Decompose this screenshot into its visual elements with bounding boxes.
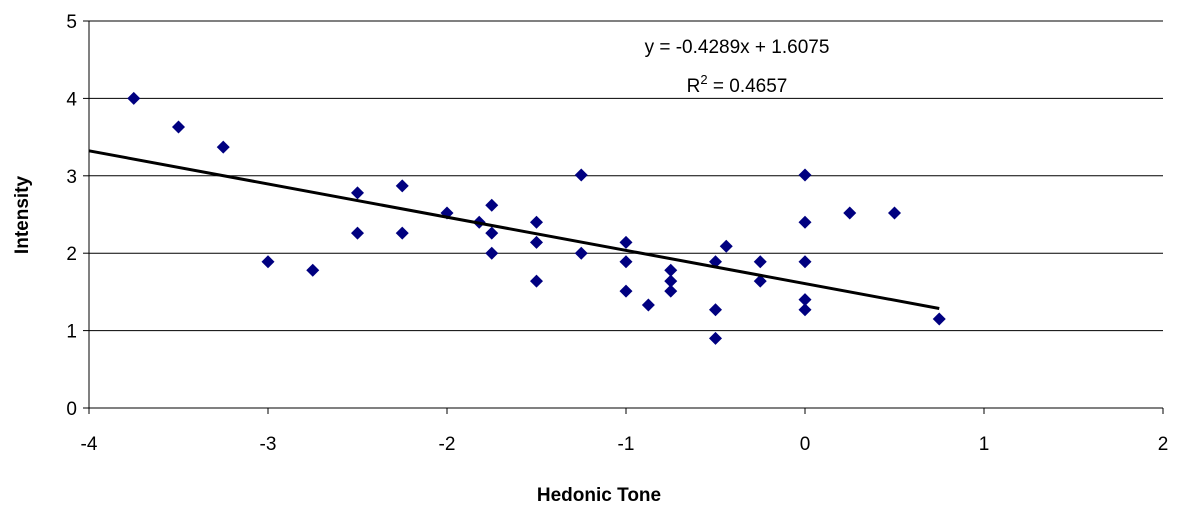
point (351, 226, 364, 240)
x-tick-label: -1 (618, 434, 635, 455)
y-tick-label: 3 (66, 167, 77, 188)
point (395, 179, 409, 193)
trendline (88, 149, 940, 310)
point (485, 198, 499, 212)
point (216, 140, 230, 154)
point (664, 274, 678, 288)
point (619, 255, 633, 269)
point (753, 274, 767, 288)
y-tick-label: 1 (66, 322, 77, 343)
point (619, 235, 633, 249)
y-tick-label: 5 (66, 12, 77, 33)
point (395, 226, 409, 240)
point (843, 206, 857, 220)
y-axis-label: Intensity (12, 176, 33, 255)
point (530, 215, 543, 229)
x-axis-label: Hedonic Tone (537, 485, 661, 506)
point (798, 293, 812, 307)
x-tick-label: 1 (979, 434, 990, 455)
point (485, 226, 499, 240)
x-tick-label: 0 (800, 434, 811, 455)
point (798, 255, 812, 269)
point (641, 298, 655, 312)
x-tick-label: -2 (439, 434, 456, 455)
point (753, 255, 767, 269)
point (127, 91, 141, 105)
y-tick-label: 0 (66, 399, 77, 420)
point (932, 312, 946, 326)
y-tick-label: 4 (66, 89, 77, 110)
point (172, 120, 185, 134)
x-tick-label: 2 (1158, 434, 1169, 455)
x-tick-label: -4 (81, 434, 98, 455)
r-squared-sup: 2 (700, 72, 707, 87)
point (798, 168, 812, 182)
r-squared-rest: = 0.4657 (708, 76, 788, 97)
point (485, 246, 499, 260)
point (709, 331, 722, 345)
point (664, 284, 678, 298)
r-squared: R2 = 0.4657 (687, 72, 788, 97)
y-tick-label: 2 (66, 244, 77, 265)
point (888, 206, 901, 220)
point (619, 284, 633, 298)
point (719, 239, 733, 253)
point (530, 235, 543, 249)
point (798, 215, 812, 229)
point (798, 303, 812, 317)
x-tick-label: -3 (260, 434, 277, 455)
r-squared-base: R (687, 76, 701, 97)
point (664, 263, 678, 277)
point (261, 255, 275, 269)
point (351, 186, 364, 200)
point (530, 274, 543, 288)
point (574, 246, 588, 260)
point (574, 168, 588, 182)
point (306, 263, 320, 277)
point (709, 303, 722, 317)
trend-equation: y = -0.4289x + 1.6075 (645, 37, 830, 58)
